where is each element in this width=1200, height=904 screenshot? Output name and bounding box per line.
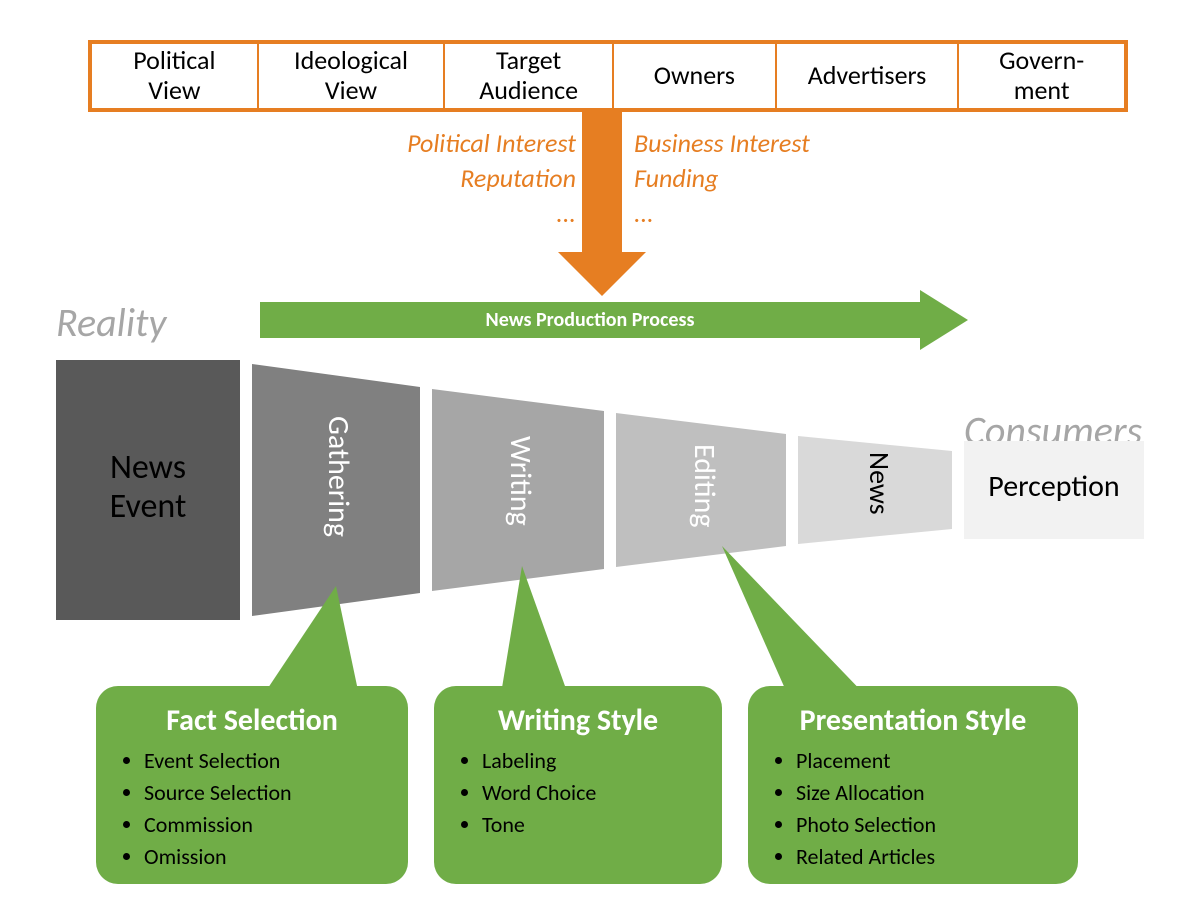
callout-title: Writing Style: [454, 702, 702, 739]
callout-item: Commission: [144, 809, 388, 841]
callout-item: Source Selection: [144, 777, 388, 809]
callout-item: Word Choice: [482, 777, 702, 809]
callout-item: Related Articles: [796, 841, 1058, 873]
callout-item: Tone: [482, 809, 702, 841]
callout-list: Labeling Word Choice Tone: [454, 745, 702, 841]
callout-title: Fact Selection: [116, 702, 388, 739]
callout-list: Event Selection Source Selection Commiss…: [116, 745, 388, 873]
callout-title: Presentation Style: [768, 702, 1058, 739]
callout-writing-style: Writing Style Labeling Word Choice Tone: [434, 686, 722, 884]
callout-item: Omission: [144, 841, 388, 873]
callout-item: Size Allocation: [796, 777, 1058, 809]
callout-presentation-style: Presentation Style Placement Size Alloca…: [748, 686, 1078, 884]
callout-fact-selection: Fact Selection Event Selection Source Se…: [96, 686, 408, 884]
callout-list: Placement Size Allocation Photo Selectio…: [768, 745, 1058, 873]
callout-item: Photo Selection: [796, 809, 1058, 841]
callout-item: Labeling: [482, 745, 702, 777]
callout-item: Event Selection: [144, 745, 388, 777]
callout-item: Placement: [796, 745, 1058, 777]
